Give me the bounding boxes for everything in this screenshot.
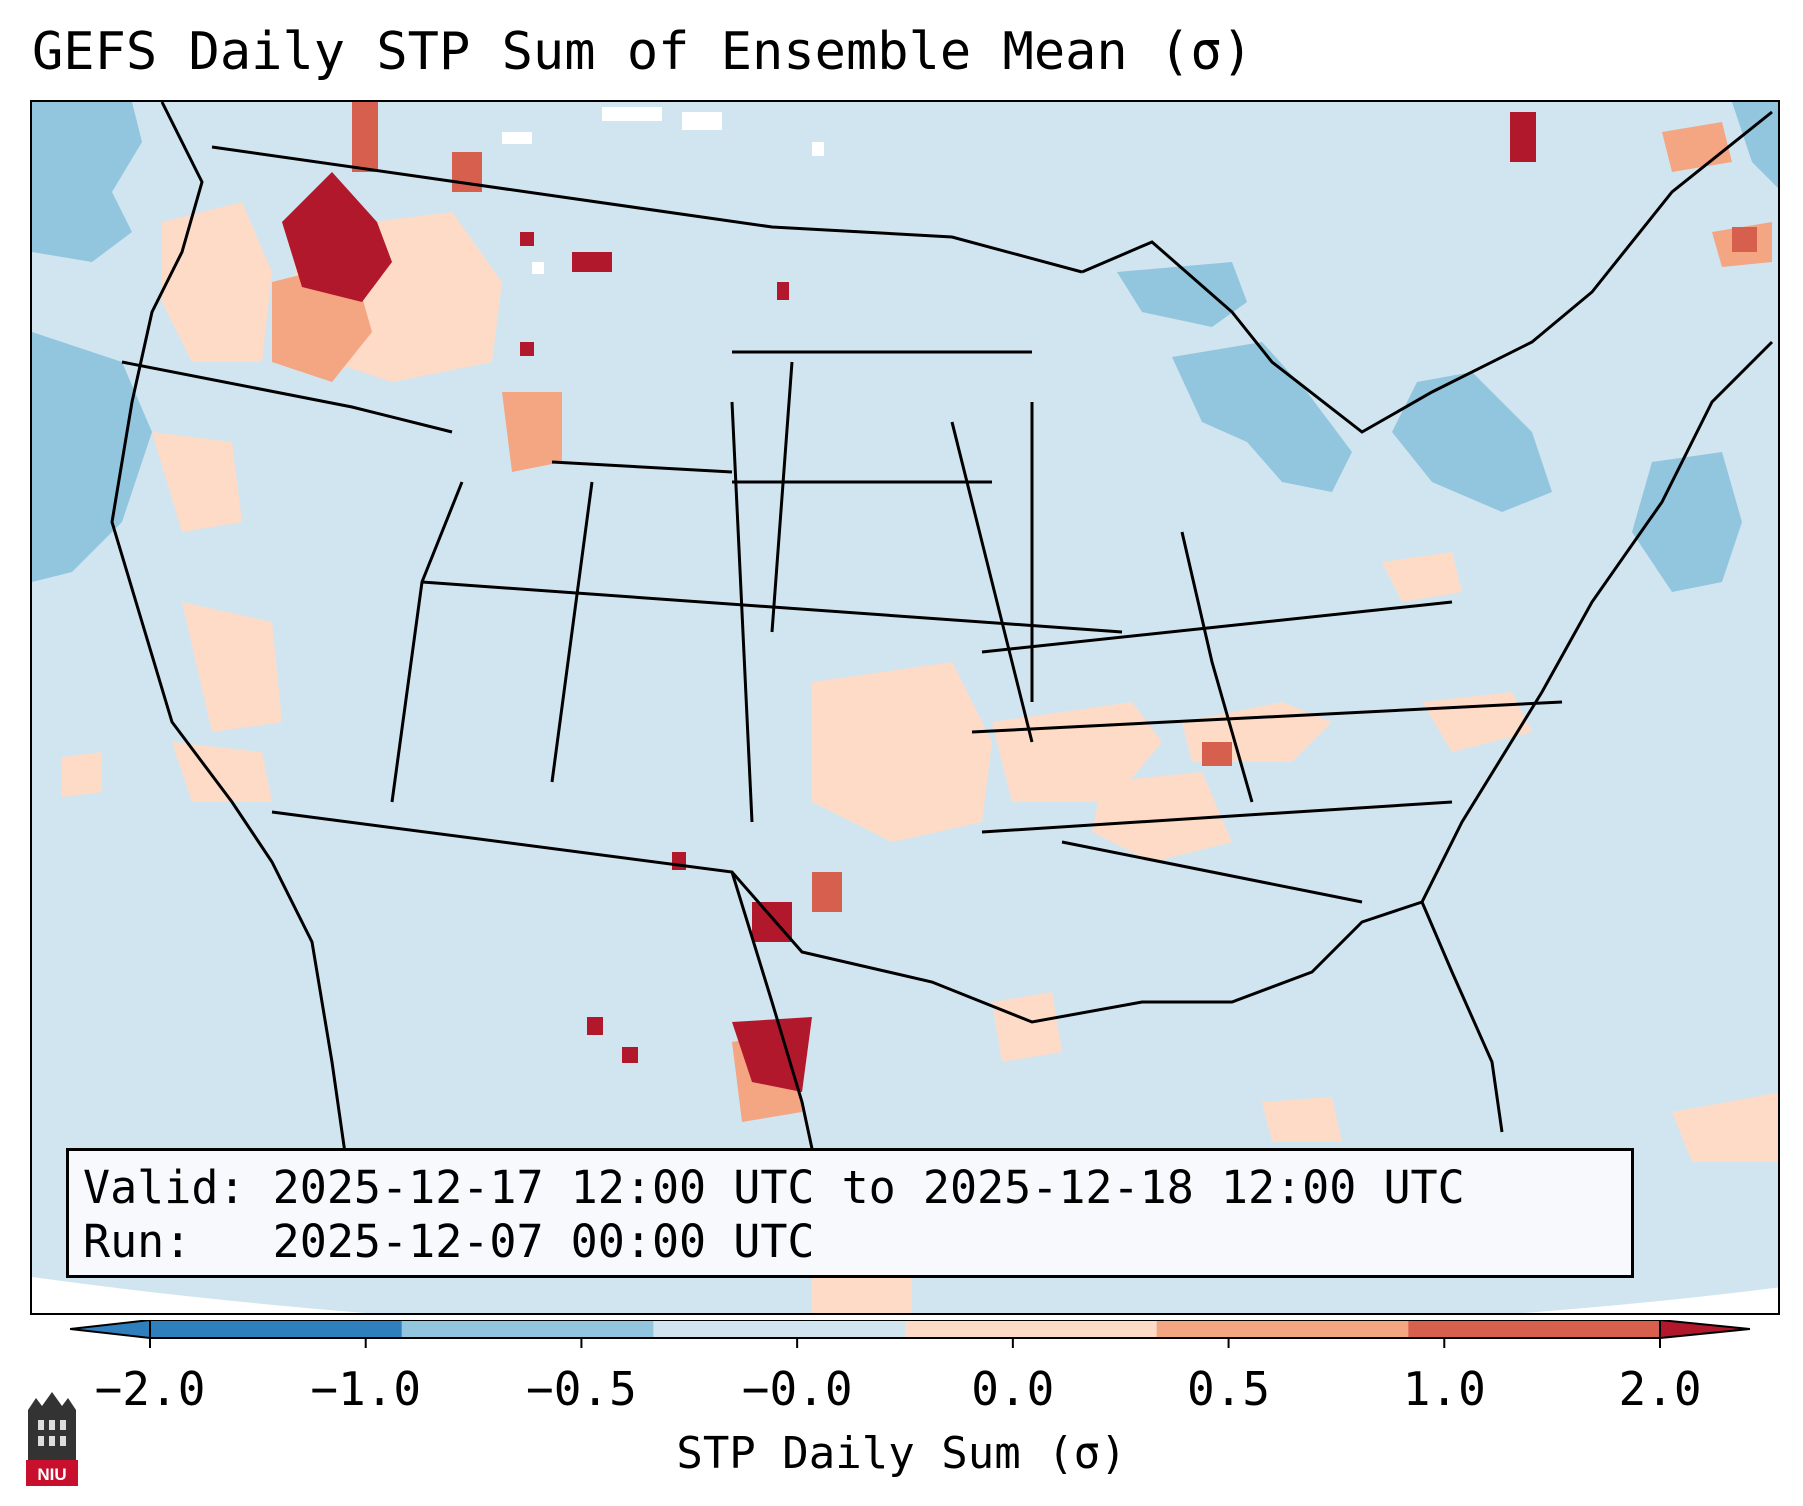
colorbar-outline [149, 1320, 1661, 1339]
logo-text: NIU [37, 1465, 66, 1484]
moderate-positive-areas [272, 122, 1772, 1122]
colorbar-extend-high [1659, 1320, 1750, 1340]
colorbar-tick-label: 2.0 [1618, 1362, 1702, 1416]
valid-label: Valid: [83, 1161, 246, 1214]
colorbar-tick-label: −2.0 [94, 1362, 206, 1416]
strong-positive-cells [352, 102, 1757, 912]
valid-range: 2025-12-17 12:00 UTC to 2025-12-18 12:00… [272, 1161, 1465, 1214]
colorbar-segment [653, 1320, 906, 1338]
colorbar-tick-label: −0.5 [526, 1362, 637, 1416]
colorbar-tick-label: 0.5 [1187, 1362, 1271, 1416]
colorbar-segment [905, 1320, 1158, 1338]
colorbar-tick-label: −1.0 [310, 1362, 422, 1416]
colorbar-segments [70, 1320, 1750, 1340]
projection-edge [32, 1277, 1778, 1313]
negative-anomaly-areas [32, 102, 1778, 592]
colorbar-ticks [149, 1338, 1661, 1348]
map-frame [30, 100, 1780, 1315]
extreme-positive-cells [282, 112, 1536, 1092]
colorbar-tick-label: 0.0 [971, 1362, 1055, 1416]
run-label: Run: [83, 1215, 192, 1268]
map-canvas [32, 102, 1778, 1313]
colorbar-segment [401, 1320, 654, 1338]
colorbar-label: STP Daily Sum (σ) [676, 1428, 1127, 1479]
colorbar-segment [150, 1320, 403, 1338]
colorbar-extend-low [70, 1320, 151, 1340]
valid-run-info-box: Valid: 2025-12-17 12:00 UTC to 2025-12-1… [66, 1148, 1634, 1278]
white-anomaly-cells [502, 107, 824, 274]
colorbar-tick-label: 1.0 [1402, 1362, 1486, 1416]
colorbar-segment [1408, 1320, 1661, 1338]
map-title: GEFS Daily STP Sum of Ensemble Mean (σ) [32, 22, 1253, 82]
coastlines-and-borders [110, 102, 1774, 1243]
run-time: 2025-12-07 00:00 UTC [272, 1215, 815, 1268]
colorbar-segment [1156, 1320, 1409, 1338]
colorbar [70, 1320, 1750, 1348]
niu-logo-icon: NIU [26, 1392, 78, 1486]
colorbar-tick-label: −0.0 [741, 1362, 853, 1416]
